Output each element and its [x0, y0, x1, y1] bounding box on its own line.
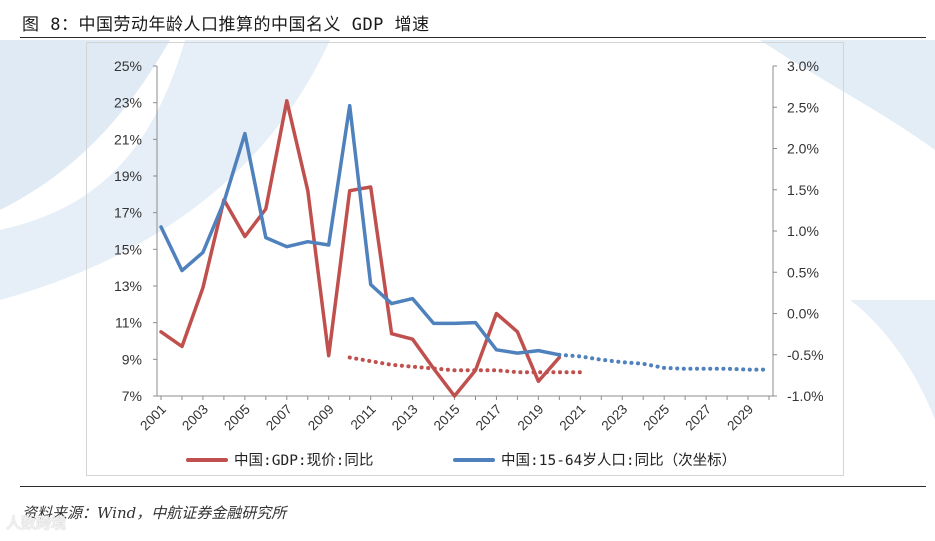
right-axis-tick-label: 2.0% [787, 141, 819, 157]
title-rule [20, 37, 926, 38]
legend-gdp-label: 中国:GDP:现价:同比 [234, 452, 373, 469]
right-axis-tick-label: 3.0% [787, 58, 819, 74]
left-axis-tick-label: 11% [115, 315, 142, 331]
right-axis-tick-label: 2.5% [787, 99, 819, 115]
left-axis-tick-label: 13% [114, 278, 142, 294]
right-axis-tick-label: 1.0% [787, 223, 819, 239]
left-axis-tick-label: 19% [114, 168, 142, 184]
left-axis-tick-label: 9% [122, 351, 142, 367]
labor-age-population-projection-line [557, 352, 771, 372]
x-axis-tick-label: 2029 [724, 402, 756, 434]
x-axis-tick-label: 2011 [348, 402, 379, 433]
left-axis-tick-label: 7% [122, 388, 142, 404]
x-axis-tick-label: 2027 [682, 402, 714, 434]
watermark-swoosh-bottom-right [850, 300, 935, 420]
watermark-logo-text: 人数跨境 [6, 514, 67, 532]
x-axis-tick-label: 2005 [221, 402, 253, 434]
x-axis-tick-label: 2021 [557, 402, 589, 434]
right-axis-tick-label: 0.0% [787, 306, 819, 322]
chart-frame [86, 42, 844, 476]
x-axis-tick-label: 2023 [599, 402, 631, 434]
x-axis-tick-label: 2009 [305, 402, 337, 434]
watermark-swoosh-lower [0, 40, 330, 300]
left-axis-tick-label: 21% [114, 131, 142, 147]
x-axis-tick-label: 2019 [515, 402, 547, 434]
x-axis-tick-label: 2007 [263, 402, 295, 434]
legend-labor-label: 中国:15-64岁人口:同比（次坐标） [501, 452, 736, 469]
x-axis-tick-label: 2013 [389, 402, 421, 434]
watermark-swoosh-upper [0, 40, 170, 210]
left-axis-tick-label: 25% [114, 58, 142, 74]
right-axis-tick-label: 0.5% [787, 264, 819, 280]
x-axis-tick-label: 2015 [431, 402, 463, 434]
right-axis-tick-label: 1.5% [787, 182, 819, 198]
x-axis-tick-label: 2003 [179, 402, 211, 434]
source-note: 资料来源：Wind，中航证券金融研究所 [22, 504, 287, 522]
left-axis-tick-label: 15% [114, 241, 142, 257]
nominal-gdp-projection-line [347, 355, 583, 375]
x-axis-tick-label: 2025 [640, 402, 672, 434]
figure-title: 图 8：中国劳动年龄人口推算的中国名义 GDP 增速 [22, 15, 430, 35]
left-axis-tick-label: 23% [114, 95, 142, 111]
watermark-swoosh-right [760, 40, 935, 150]
labor-age-population-line [159, 103, 562, 357]
x-axis-tick-label: 2017 [473, 402, 505, 434]
right-axis-tick-label: -1.0% [787, 388, 824, 404]
left-axis-tick-label: 17% [114, 205, 142, 221]
source-rule [20, 486, 926, 487]
right-axis-tick-label: -0.5% [787, 347, 824, 363]
x-axis-tick-label: 2001 [137, 402, 169, 434]
